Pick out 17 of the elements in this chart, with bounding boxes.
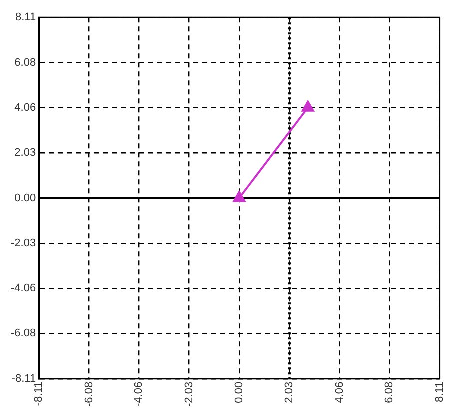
y-tick-label: 6.08 <box>14 56 36 69</box>
y-tick-label: -4.06 <box>10 282 36 295</box>
y-tick-label: 2.03 <box>14 147 36 160</box>
y-tick-label: 0.00 <box>14 192 36 204</box>
x-tick-label: 4.06 <box>334 382 346 404</box>
y-tick-label: 4.06 <box>14 102 36 114</box>
x-tick-label: 2.03 <box>284 382 296 404</box>
x-tick-label: -6.08 <box>83 382 96 408</box>
x-tick-label: -4.06 <box>133 382 146 408</box>
y-tick-label: -6.08 <box>10 328 36 340</box>
x-tick-label: 8.11 <box>434 382 446 403</box>
x-tick-label: 0.00 <box>233 382 246 404</box>
y-tick-label: 8.11 <box>15 12 36 24</box>
y-tick-label: -8.11 <box>12 372 36 385</box>
x-tick-label: 6.08 <box>384 382 396 404</box>
y-tick-label: -2.03 <box>10 238 36 250</box>
x-tick-label: -2.03 <box>183 382 196 408</box>
